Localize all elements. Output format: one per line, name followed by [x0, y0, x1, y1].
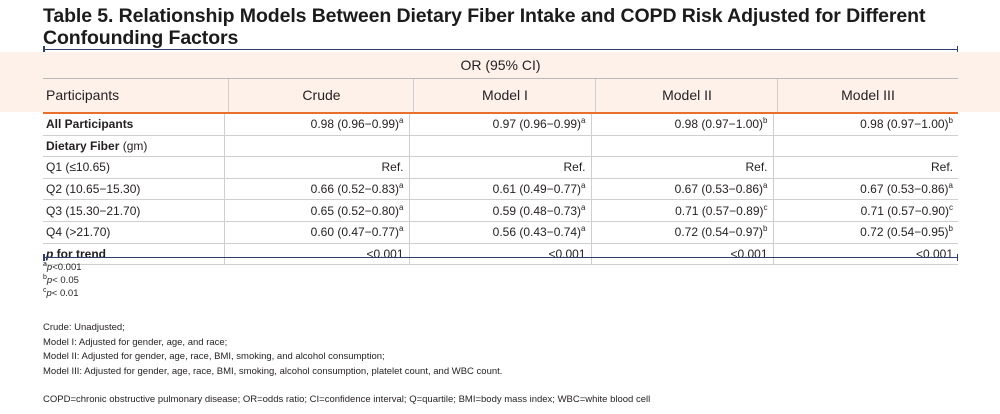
table-cell: 0.67 (0.53−0.86)a: [772, 178, 958, 201]
header-divider: [43, 78, 958, 79]
table-cell: 0.98 (0.96−0.99)a: [223, 114, 409, 136]
table-row: Q1 (≤10.65) Ref. Ref. Ref. Ref.: [43, 156, 958, 179]
column-header-crude: Crude: [302, 87, 341, 103]
header-separator: [413, 79, 414, 112]
significance-note: ap<0.001: [43, 261, 82, 273]
column-header-model-i: Model I: [482, 87, 528, 103]
table-cell: Ref.: [590, 156, 773, 179]
model-note: Model II: Adjusted for gender, age, race…: [43, 351, 385, 362]
header-band: [0, 52, 1000, 112]
table-cell: 0.60 (0.47−0.77)a: [223, 221, 409, 244]
table-cell: <0.001: [590, 243, 773, 266]
significance-note: cp< 0.01: [43, 287, 79, 299]
table-cell: 0.71 (0.57−0.90)c: [772, 199, 958, 222]
table-cell: 0.72 (0.54−0.95)b: [772, 221, 958, 244]
table-cell: [408, 135, 591, 158]
table-cell: <0.001: [772, 243, 958, 266]
top-rule: [43, 46, 958, 53]
row-label: Q3 (15.30−21.70): [43, 199, 224, 222]
table-cell: 0.66 (0.52−0.83)a: [223, 178, 409, 201]
table-cell: Ref.: [772, 156, 958, 179]
table-cell: 0.72 (0.54−0.97)b: [590, 221, 773, 244]
table-cell: Ref.: [223, 156, 409, 179]
row-label: Q2 (10.65−15.30): [43, 178, 224, 201]
table-cell: [772, 135, 958, 158]
table-cell: 0.98 (0.97−1.00)b: [590, 114, 773, 136]
table-cell: [590, 135, 773, 158]
table-cell: Ref.: [408, 156, 591, 179]
column-header-participants: Participants: [46, 87, 120, 103]
significance-note: bp< 0.05: [43, 274, 79, 286]
header-underline: [43, 112, 958, 114]
table-cell: 0.56 (0.43−0.74)a: [408, 221, 591, 244]
table-row: Dietary Fiber (gm): [43, 135, 958, 158]
table-cell: 0.97 (0.96−0.99)a: [408, 114, 591, 136]
table-title: Table 5. Relationship Models Between Die…: [43, 5, 926, 49]
table-row: All Participants 0.98 (0.96−0.99)a 0.97 (0…: [43, 114, 958, 136]
table-cell: 0.65 (0.52−0.80)a: [223, 199, 409, 222]
header-separator: [595, 79, 596, 112]
header-separator: [777, 79, 778, 112]
or-ci-header: OR (95% CI): [460, 57, 541, 73]
table-row: Q2 (10.65−15.30) 0.66 (0.52−0.83)a 0.61 (0…: [43, 178, 958, 201]
table-row: Q4 (>21.70) 0.60 (0.47−0.77)a 0.56 (0.43−0…: [43, 221, 958, 244]
table-cell: 0.59 (0.48−0.73)a: [408, 199, 591, 222]
table-cell: 0.71 (0.57−0.89)c: [590, 199, 773, 222]
row-label: Q1 (≤10.65): [43, 156, 224, 179]
table-cell: 0.98 (0.97−1.00)b: [772, 114, 958, 136]
model-note: Model III: Adjusted for gender, age, rac…: [43, 365, 503, 377]
abbreviations-footnote: COPD=chronic obstructive pulmonary disea…: [43, 394, 651, 405]
row-label: Q4 (>21.70): [43, 221, 224, 244]
row-label: All Participants: [43, 114, 224, 136]
model-note: Crude: Unadjusted;: [43, 322, 125, 333]
bottom-rule: [43, 254, 958, 261]
row-label: Dietary Fiber (gm): [43, 135, 224, 158]
column-header-model-iii: Model III: [841, 87, 895, 103]
table-cell: 0.61 (0.49−0.77)a: [408, 178, 591, 201]
column-header-model-ii: Model II: [662, 87, 712, 103]
model-note: Model I: Adjusted for gender, age, and r…: [43, 336, 228, 348]
table-row: Q3 (15.30−21.70) 0.65 (0.52−0.80)a 0.59 (0…: [43, 199, 958, 222]
table-cell: [223, 135, 409, 158]
results-table: All Participants 0.98 (0.96−0.99)a 0.97 (0…: [43, 114, 958, 266]
header-separator: [228, 79, 229, 112]
table-cell: 0.67 (0.53−0.86)a: [590, 178, 773, 201]
table-row: p for trend <0.001 <0.001 <0.001 <0.001: [43, 243, 958, 266]
table-cell: <0.001: [408, 243, 591, 266]
table-cell: <0.001: [223, 243, 409, 266]
